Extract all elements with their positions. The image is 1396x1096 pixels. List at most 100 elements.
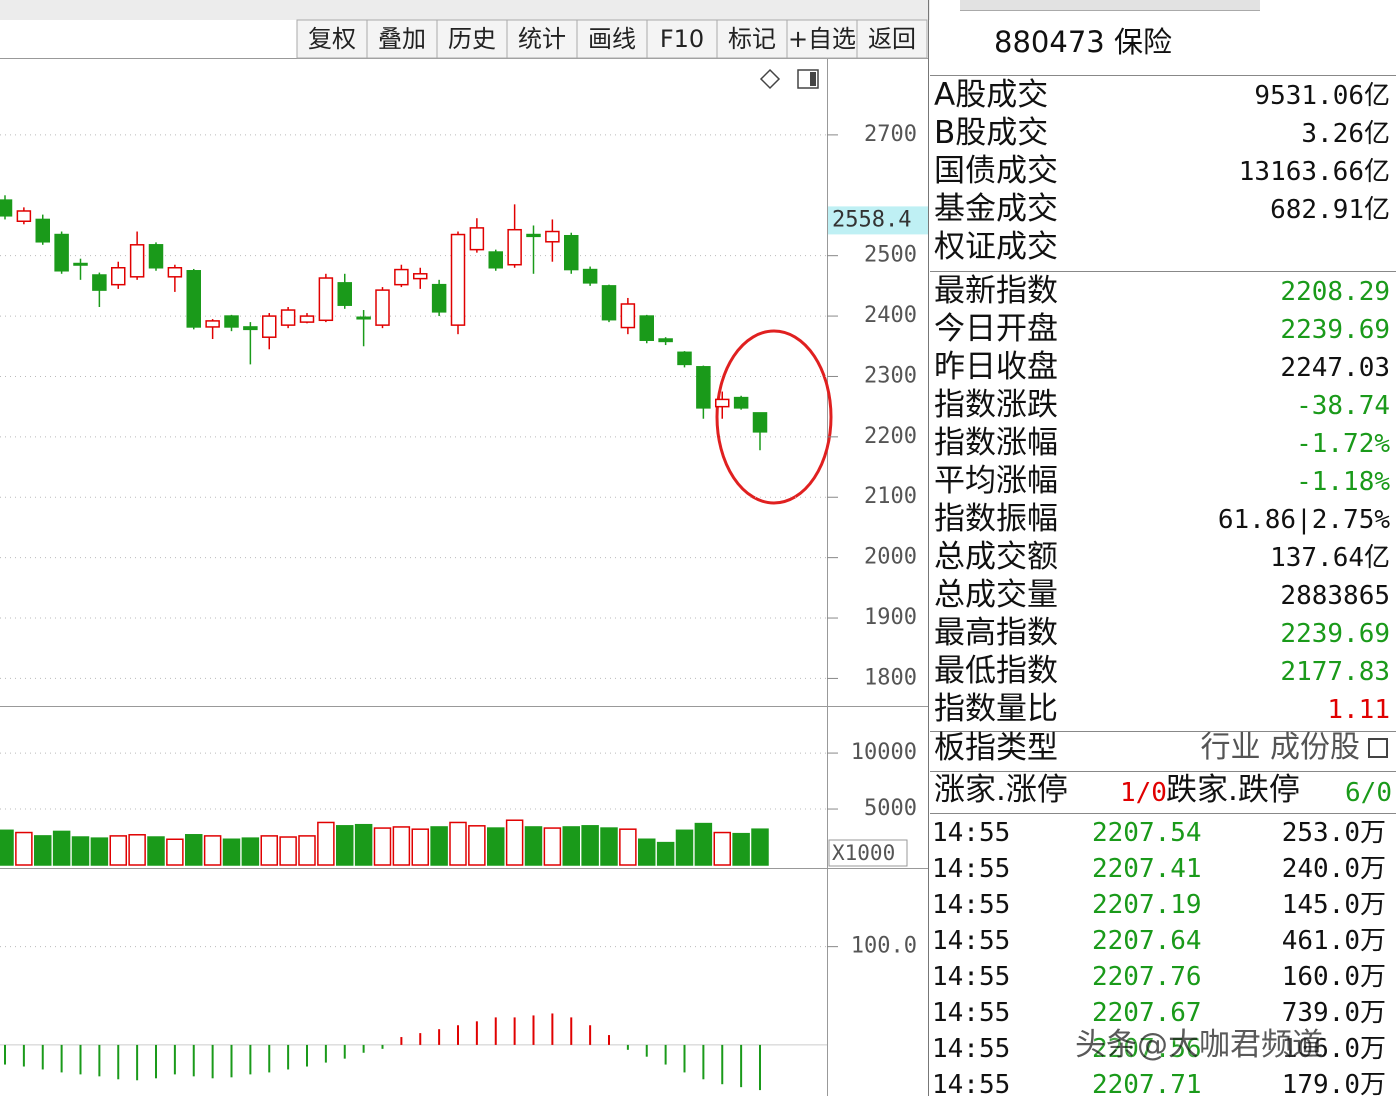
volume-bar: [600, 827, 618, 866]
toolbar-label: 历史: [448, 25, 496, 53]
volume-bar: [354, 823, 373, 866]
toolbar-button[interactable]: [576, 19, 648, 59]
volume-bar: [487, 827, 505, 866]
volume-bar: [241, 837, 260, 866]
volume-bar: [619, 828, 637, 866]
tick-price: 2207.19: [1092, 890, 1202, 920]
row-label: 基金成交: [934, 191, 1058, 227]
row-label: 总成交量: [934, 577, 1058, 613]
tick-time: 14:55: [932, 890, 1011, 920]
row-label: 指数量比: [934, 691, 1058, 727]
volume-bar: [713, 831, 731, 866]
volume-bar: [505, 819, 524, 866]
tick-time: 14:55: [932, 1034, 1011, 1064]
toolbar-button[interactable]: [296, 19, 368, 59]
y-tick-label: 2000: [864, 545, 917, 570]
tick-volume: 253.0万: [1281, 818, 1386, 848]
toolbar-button[interactable]: [366, 19, 438, 59]
toolbar-button[interactable]: [856, 19, 928, 59]
volume-bar: [751, 828, 769, 866]
candle-body: [507, 228, 522, 266]
last-price-label: 2558.4: [832, 207, 911, 232]
volume-bar: [279, 836, 297, 866]
y-tick-label: 1900: [864, 605, 917, 630]
row-value: 3.26亿: [1301, 119, 1390, 149]
y-tick-label: 1800: [864, 665, 917, 690]
row-value: 137.64亿: [1270, 543, 1390, 573]
divider: [930, 731, 1396, 732]
quote-panel: 880473 保险 A股成交 9531.06亿 B股成交 3.26亿 国债成交 13163.…: [930, 0, 1396, 1096]
tick-volume: 160.0万: [1281, 962, 1386, 992]
candle-body: [394, 268, 409, 286]
candle-body: [318, 277, 334, 322]
panel-icon[interactable]: [797, 69, 819, 89]
volume-bar: [392, 826, 411, 866]
tick-price: 2207.56: [1092, 1034, 1202, 1064]
candle-body: [356, 316, 371, 320]
row-value: 2239.69: [1280, 619, 1390, 649]
row-value: 2883865: [1280, 581, 1390, 611]
candle-body: [620, 303, 636, 329]
tick-price: 2207.76: [1092, 962, 1202, 992]
volume-bar: [203, 835, 222, 866]
volume-bar: [675, 829, 694, 866]
tick-time: 14:55: [932, 1070, 1011, 1096]
divider: [930, 771, 1396, 772]
row-label: 今日开盘: [934, 311, 1058, 347]
volume-bar: [71, 836, 90, 866]
tick-time: 14:55: [932, 962, 1011, 992]
volume-bar: [109, 835, 127, 866]
volume-bar: [543, 827, 562, 866]
toolbar-label: 复权: [308, 25, 356, 53]
volume-bar: [694, 822, 713, 866]
volume-bar: [52, 830, 71, 866]
row-label: 指数涨跌: [934, 387, 1058, 423]
divider: [930, 813, 1396, 814]
candle-body: [752, 412, 768, 433]
highlight-circle: [715, 329, 833, 505]
candle-body: [92, 274, 107, 291]
y-tick-label: 5000: [864, 796, 917, 821]
volume-bar: [298, 835, 316, 866]
tick-price: 2207.41: [1092, 854, 1202, 884]
tick-price: 2207.71: [1092, 1070, 1202, 1096]
row-label: 指数振幅: [934, 501, 1058, 537]
candle-body: [299, 315, 315, 323]
row-value: 行业 成份股: [1200, 730, 1360, 765]
candle-body: [639, 315, 654, 341]
toolbar-button[interactable]: [436, 19, 508, 59]
row-label: 跌家.跌停: [1166, 772, 1300, 808]
volume-bar: [185, 834, 203, 866]
candle-body: [167, 267, 183, 278]
volume-bar: [0, 829, 14, 866]
toolbar-button[interactable]: [786, 19, 858, 59]
candle-body: [224, 315, 239, 328]
last-price-badge: [828, 206, 928, 235]
volume-bar: [34, 835, 52, 866]
volume-bar: [317, 821, 335, 866]
candle-body: [0, 199, 13, 217]
volume-bar: [90, 837, 109, 866]
row-value: 61.86|2.75%: [1217, 505, 1390, 535]
candle-body: [73, 262, 88, 266]
tick-price: 2207.64: [1092, 926, 1202, 956]
tick-price: 2207.67: [1092, 998, 1202, 1028]
volume-bar: [411, 828, 429, 866]
toolbar-button[interactable]: [646, 19, 718, 59]
row-label: 总成交额: [934, 539, 1058, 575]
diamond-icon[interactable]: [759, 68, 781, 90]
toolbar-button[interactable]: [716, 19, 788, 59]
volume-bar: [166, 838, 184, 866]
volume-bar: [147, 836, 165, 866]
toolbar-label: F10: [660, 25, 704, 53]
y-tick-label: 2500: [864, 243, 917, 268]
row-value: 2239.69: [1280, 315, 1390, 345]
y-tick-label: 2700: [864, 122, 917, 147]
volume-bar: [468, 825, 486, 866]
candle-body: [488, 251, 503, 269]
row-label: 板指类型: [934, 730, 1058, 766]
row-value: 2247.03: [1280, 353, 1390, 383]
candle-body: [696, 366, 711, 409]
row-value: -1.72%: [1296, 429, 1390, 459]
